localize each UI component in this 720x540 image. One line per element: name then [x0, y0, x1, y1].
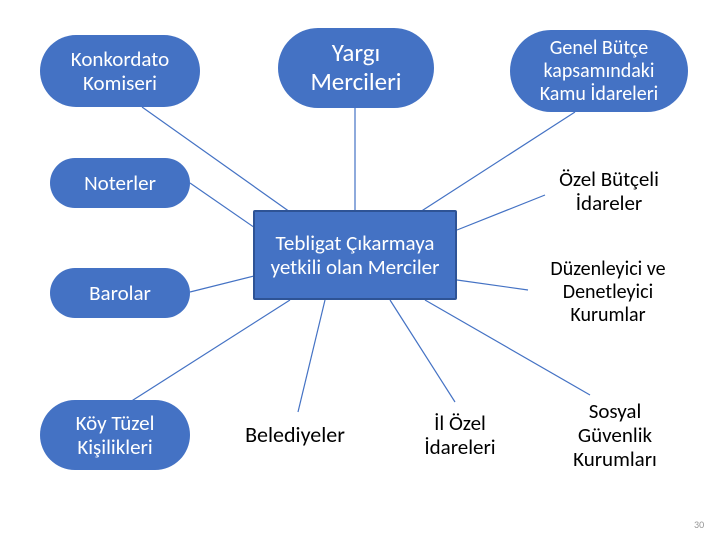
node-label: Barolar: [89, 281, 151, 305]
connector-line: [190, 183, 258, 230]
node-yargi: Yargı Mercileri: [278, 28, 434, 108]
node-label: Özel Bütçeli İdareler: [550, 167, 668, 215]
center-node: Tebligat Çıkarmaya yetkili olan Merciler: [253, 210, 457, 300]
node-sosyal: Sosyal Güvenlik Kurumları: [540, 392, 690, 478]
node-ilozel: İl Özel İdareleri: [400, 400, 520, 470]
node-label: Konkordato Komiseri: [50, 47, 190, 95]
connector-line: [190, 275, 258, 292]
node-label: Noterler: [84, 171, 156, 195]
node-label: Tebligat Çıkarmaya yetkili olan Merciler: [265, 231, 445, 279]
node-noterler: Noterler: [50, 158, 190, 208]
node-barolar: Barolar: [50, 268, 190, 318]
node-konkordato: Konkordato Komiseri: [40, 35, 200, 107]
node-duzenleyici: Düzenleyici ve Denetleyici Kurumlar: [522, 252, 694, 332]
node-label: Yargı Mercileri: [288, 39, 424, 97]
node-label: İl Özel İdareleri: [410, 411, 510, 459]
connector-line: [390, 300, 455, 402]
node-label: Belediyeler: [245, 422, 345, 447]
connector-line: [457, 280, 528, 290]
node-label: Köy Tüzel Kişilikleri: [50, 411, 180, 459]
page-number: 30: [694, 518, 704, 531]
node-label: Genel Bütçe kapsamındaki Kamu İdareleri: [520, 37, 678, 106]
node-label: Düzenleyici ve Denetleyici Kurumlar: [532, 258, 684, 327]
connector-line: [457, 195, 545, 230]
node-label: Sosyal Güvenlik Kurumları: [550, 399, 680, 471]
node-koy: Köy Tüzel Kişilikleri: [40, 400, 190, 470]
node-genel: Genel Bütçe kapsamındaki Kamu İdareleri: [510, 30, 688, 112]
connector-line: [298, 300, 325, 412]
node-ozel: Özel Bütçeli İdareler: [540, 150, 678, 232]
node-belediyeler: Belediyeler: [222, 412, 368, 458]
